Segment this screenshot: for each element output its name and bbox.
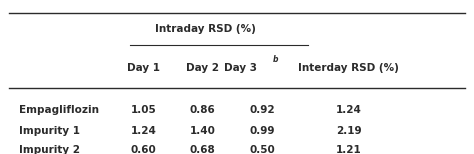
Text: Impurity 2: Impurity 2 bbox=[18, 145, 80, 154]
Text: 1.24: 1.24 bbox=[336, 105, 361, 115]
Text: Day 1: Day 1 bbox=[127, 63, 160, 73]
Text: 1.05: 1.05 bbox=[131, 105, 156, 115]
Text: 0.60: 0.60 bbox=[131, 145, 156, 154]
Text: Day 3: Day 3 bbox=[225, 63, 257, 73]
Text: 0.86: 0.86 bbox=[190, 105, 216, 115]
Text: Impurity 1: Impurity 1 bbox=[18, 126, 80, 136]
Text: 2.19: 2.19 bbox=[336, 126, 361, 136]
Text: Day 2: Day 2 bbox=[186, 63, 219, 73]
Text: 1.40: 1.40 bbox=[190, 126, 216, 136]
Text: Intraday RSD (%): Intraday RSD (%) bbox=[155, 24, 255, 34]
Text: Empagliflozin: Empagliflozin bbox=[18, 105, 99, 115]
Text: 0.50: 0.50 bbox=[249, 145, 275, 154]
Text: b: b bbox=[273, 55, 278, 64]
Text: Interday RSD (%): Interday RSD (%) bbox=[298, 63, 399, 73]
Text: 1.24: 1.24 bbox=[131, 126, 156, 136]
Text: 0.99: 0.99 bbox=[249, 126, 275, 136]
Text: 0.92: 0.92 bbox=[249, 105, 275, 115]
Text: 0.68: 0.68 bbox=[190, 145, 216, 154]
Text: 1.21: 1.21 bbox=[336, 145, 361, 154]
